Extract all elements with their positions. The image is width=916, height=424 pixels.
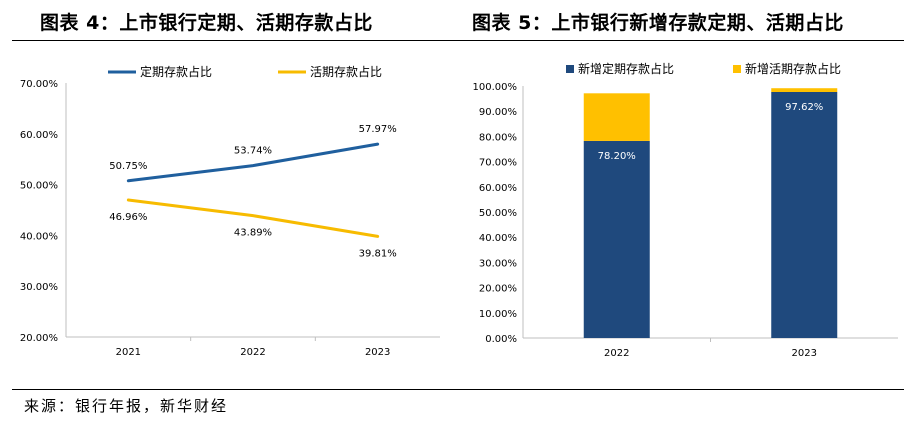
bar-legend-label: 新增定期存款占比 (578, 61, 674, 76)
top-rule (12, 40, 904, 41)
bar-chart-x-tick-label: 2023 (792, 348, 817, 359)
bar-chart-y-tick-label: 50.00% (479, 208, 517, 219)
line-legend-label: 定期存款占比 (140, 64, 212, 79)
bar-chart-y-tick-label: 30.00% (479, 258, 517, 269)
bar-chart-y-tick-label: 10.00% (479, 309, 517, 320)
bar-data-label: 78.20% (598, 151, 636, 162)
line-chart-y-tick-label: 60.00% (20, 130, 58, 141)
bar-chart-title: 图表 5：上市银行新增存款定期、活期占比 (472, 12, 844, 34)
bar-chart-y-tick-label: 20.00% (479, 284, 517, 295)
line-data-label: 57.97% (359, 124, 397, 135)
bottom-rule (12, 389, 904, 390)
line-chart-x-tick-label: 2023 (365, 347, 390, 358)
bar-chart-y-tick-label: 90.00% (479, 107, 517, 118)
line-series-1 (126, 142, 380, 183)
source-note: 来源：银行年报，新华财经 (24, 397, 229, 415)
line-chart-x-tick-label: 2022 (240, 347, 265, 358)
bar-chart-y-tick-label: 60.00% (479, 183, 517, 194)
line-chart-x-tick-label: 2021 (116, 347, 141, 358)
line-data-label: 50.75% (109, 161, 147, 172)
bar-segment-demand (771, 88, 838, 92)
bar-chart-y-tick-label: 100.00% (473, 82, 518, 93)
bar-chart-x-tick-label: 2022 (604, 348, 629, 359)
line-legend-label: 活期存款占比 (310, 64, 382, 79)
bar-data-label: 97.62% (785, 102, 823, 113)
line-chart-y-tick-label: 20.00% (20, 333, 58, 344)
line-chart-title: 图表 4：上市银行定期、活期存款占比 (40, 12, 373, 34)
line-data-label: 43.89% (234, 228, 272, 239)
bar-segment-demand (583, 93, 650, 141)
bar-legend-swatch (566, 65, 574, 73)
bar-segment-fixed (583, 140, 650, 338)
line-series-2 (126, 198, 380, 238)
line-chart-y-tick-label: 30.00% (20, 282, 58, 293)
line-data-label: 53.74% (234, 146, 272, 157)
bar-chart-y-tick-label: 0.00% (485, 334, 517, 345)
bar-legend-label: 新增活期存款占比 (745, 61, 841, 76)
bar-chart-y-tick-label: 40.00% (479, 233, 517, 244)
line-chart-y-tick-label: 70.00% (20, 79, 58, 90)
bar-chart-y-tick-label: 70.00% (479, 158, 517, 169)
line-data-label: 39.81% (359, 248, 397, 259)
bar-segment-fixed (771, 91, 838, 339)
line-data-label: 46.96% (109, 212, 147, 223)
bar-legend-swatch (733, 65, 741, 73)
bar-chart-y-tick-label: 80.00% (479, 132, 517, 143)
line-chart-y-tick-label: 40.00% (20, 231, 58, 242)
line-chart-y-tick-label: 50.00% (20, 181, 58, 192)
